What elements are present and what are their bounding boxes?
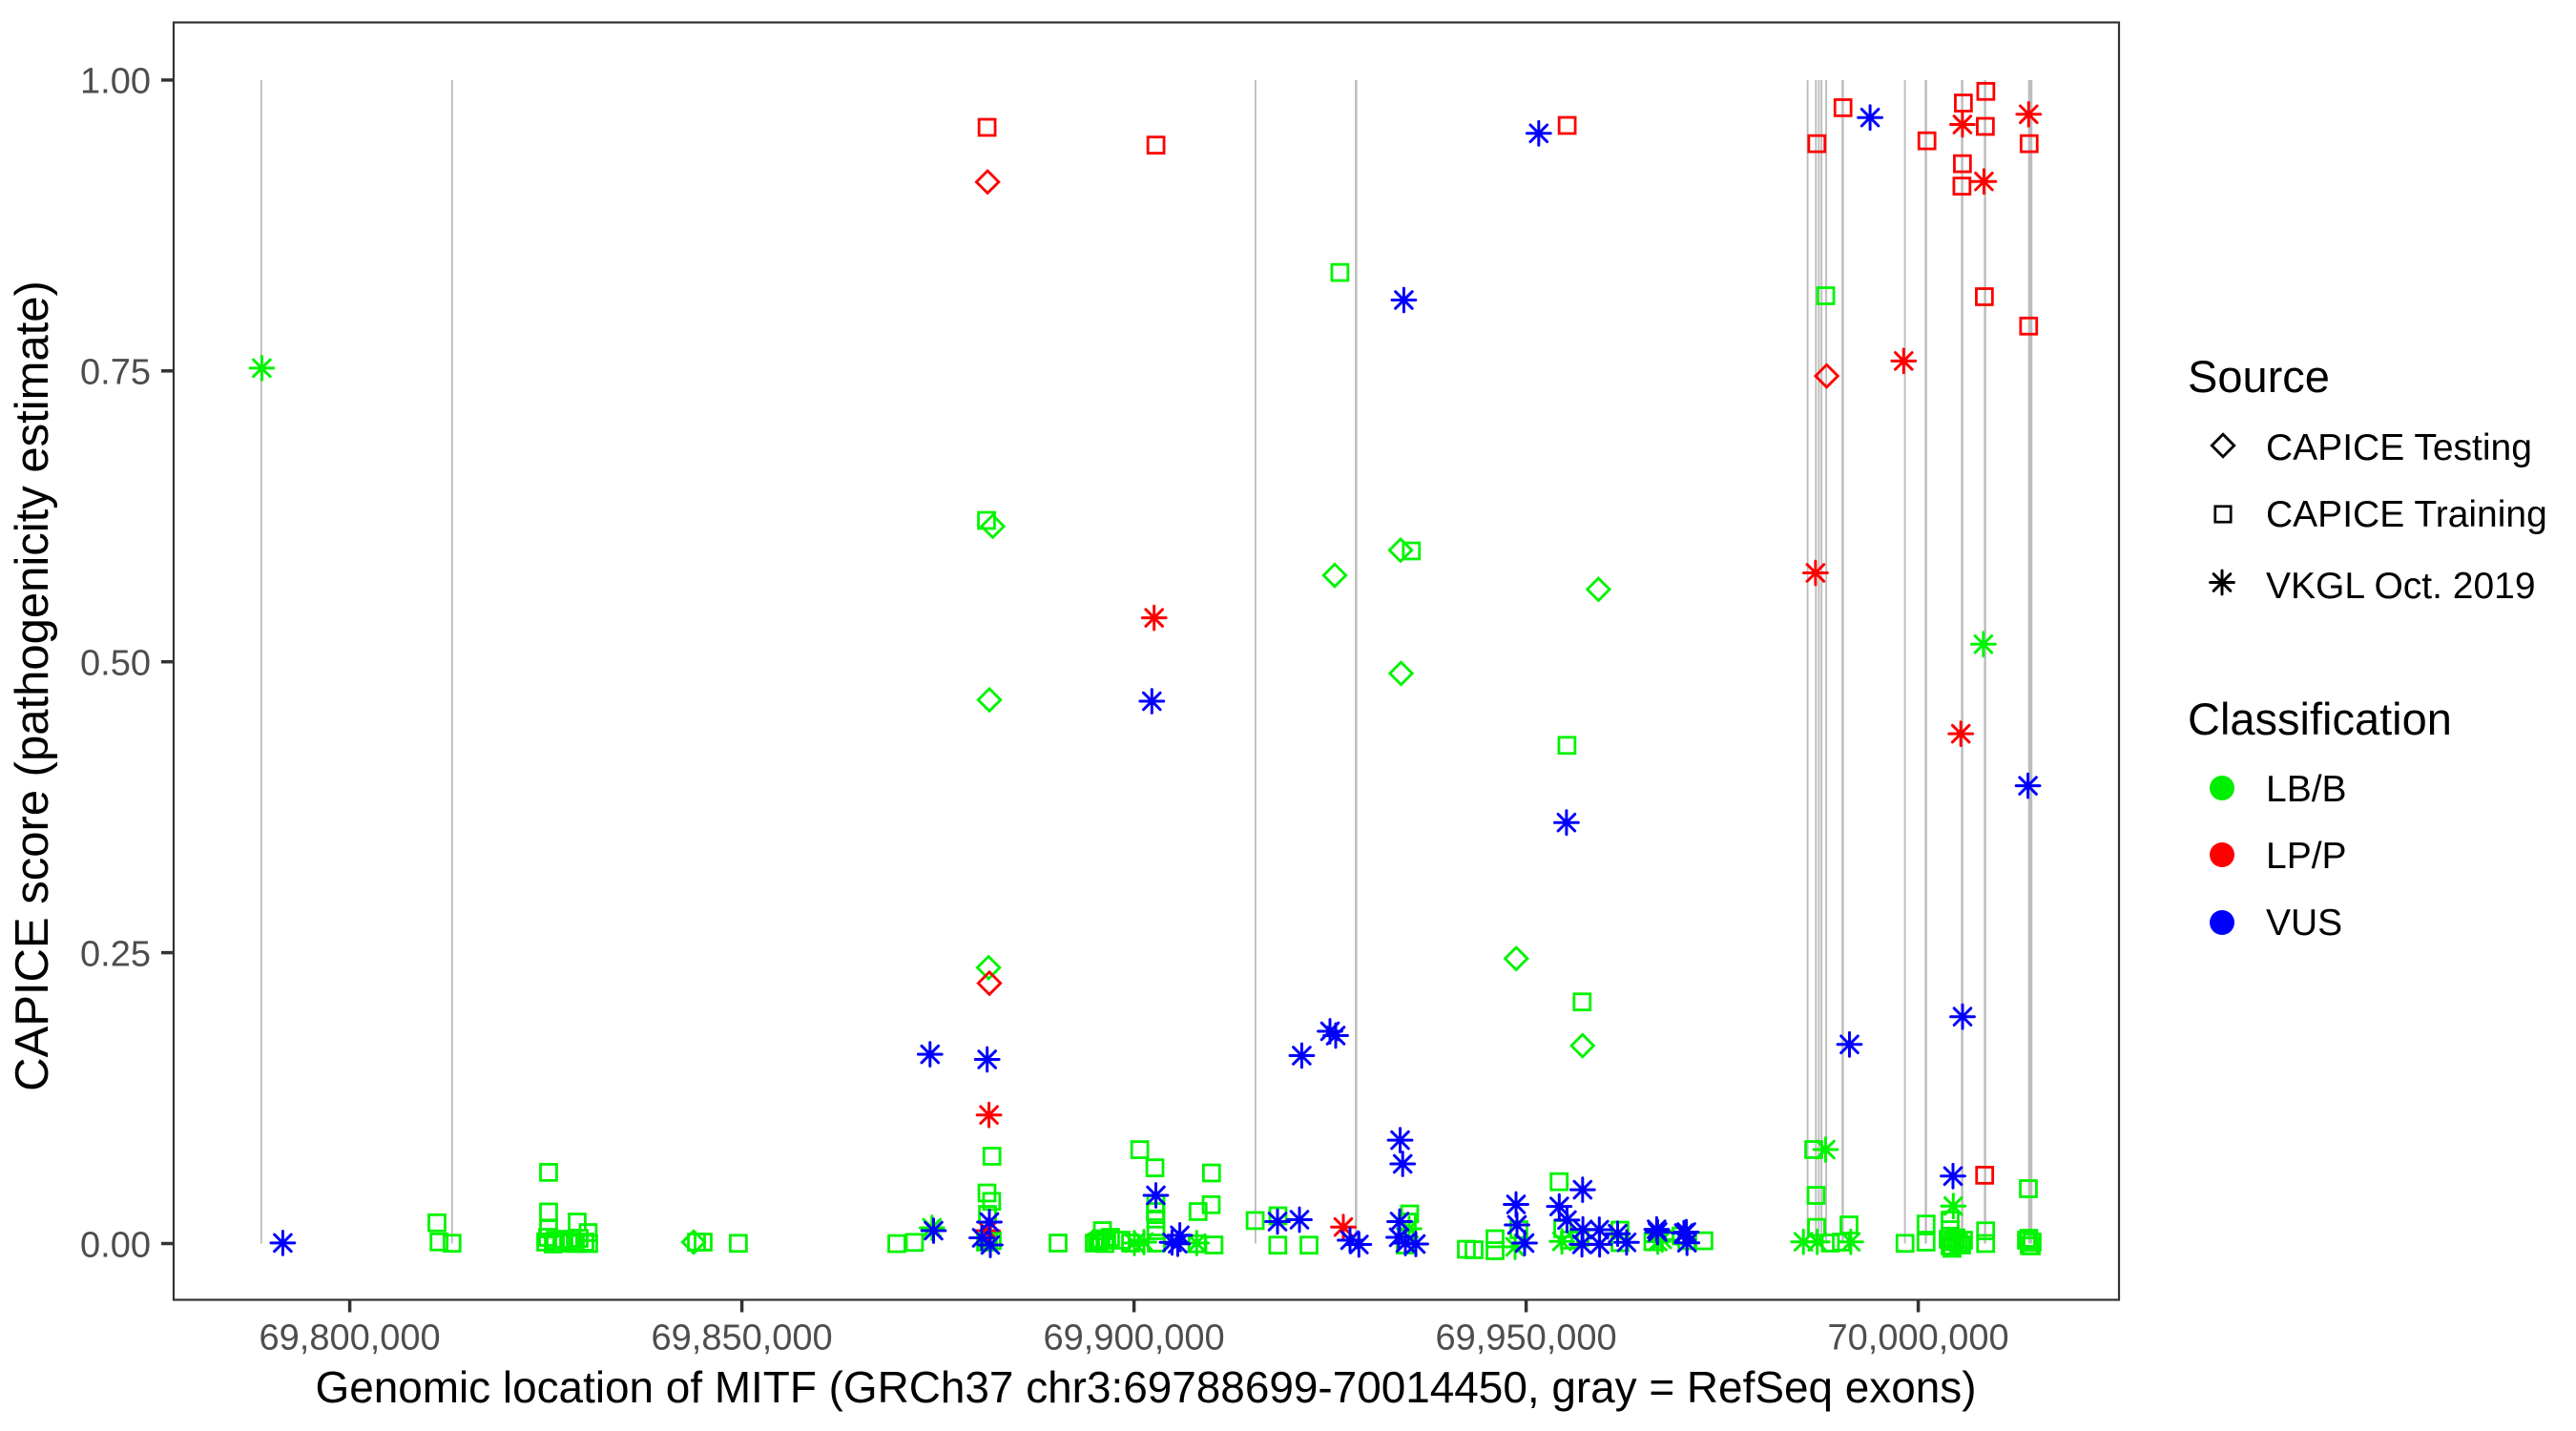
svg-text:69,850,000: 69,850,000 (652, 1318, 833, 1358)
svg-text:VKGL Oct. 2019: VKGL Oct. 2019 (2266, 566, 2536, 607)
svg-text:Source: Source (2188, 351, 2330, 402)
svg-text:CAPICE score (pathogenicity es: CAPICE score (pathogenicity estimate) (7, 280, 58, 1091)
svg-text:CAPICE Testing: CAPICE Testing (2266, 427, 2532, 468)
svg-text:0.75: 0.75 (80, 353, 151, 393)
svg-text:Genomic location of MITF (GRCh: Genomic location of MITF (GRCh37 chr3:69… (316, 1362, 1977, 1412)
svg-text:1.00: 1.00 (80, 62, 151, 102)
svg-text:70,000,000: 70,000,000 (1828, 1318, 2009, 1358)
svg-text:0.25: 0.25 (80, 934, 151, 974)
svg-text:69,800,000: 69,800,000 (260, 1318, 441, 1358)
svg-text:69,950,000: 69,950,000 (1436, 1318, 1617, 1358)
svg-text:0.00: 0.00 (80, 1225, 151, 1265)
svg-text:LP/P: LP/P (2266, 836, 2347, 877)
svg-text:69,900,000: 69,900,000 (1044, 1318, 1225, 1358)
svg-text:0.50: 0.50 (80, 644, 151, 684)
svg-text:LB/B: LB/B (2266, 769, 2347, 810)
svg-text:VUS: VUS (2266, 902, 2342, 944)
svg-text:CAPICE Training: CAPICE Training (2266, 494, 2547, 535)
svg-text:Classification: Classification (2188, 694, 2452, 744)
